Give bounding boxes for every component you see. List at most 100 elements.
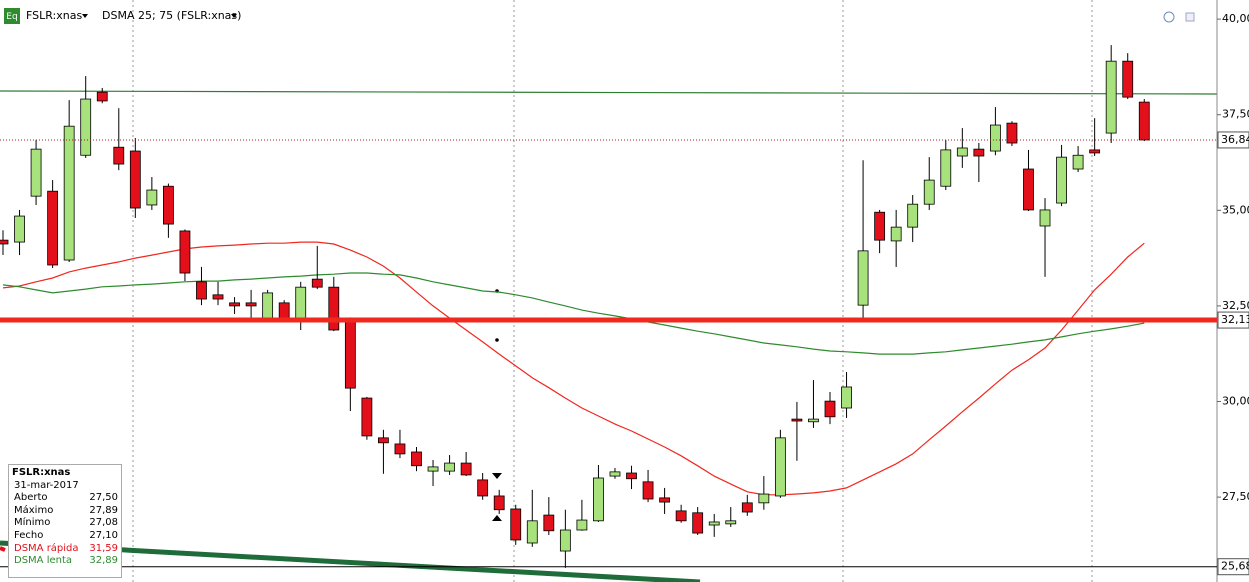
candle-body bbox=[774, 437, 786, 497]
candle-body bbox=[493, 495, 505, 511]
panel-date: 31-mar-2017 bbox=[14, 479, 79, 491]
candle-body bbox=[47, 190, 59, 266]
candle-body bbox=[1006, 122, 1018, 144]
candle-body bbox=[129, 150, 141, 209]
price-label-box bbox=[1217, 311, 1249, 329]
panel-row: DSMA lenta 32,89 bbox=[12, 555, 118, 568]
candle-body bbox=[229, 302, 240, 307]
candle-body bbox=[0, 239, 9, 245]
row-label: Fecho bbox=[14, 529, 44, 541]
candle-body bbox=[758, 493, 770, 504]
candle-body bbox=[1023, 168, 1034, 211]
row-value: 27,89 bbox=[89, 504, 118, 516]
panel-row: Fecho 27,10 bbox=[12, 530, 118, 543]
candle-body bbox=[543, 514, 555, 532]
row-label: DSMA rápida bbox=[14, 542, 79, 554]
candle-body bbox=[162, 185, 174, 225]
trend-line bbox=[0, 90, 1218, 95]
candle-body bbox=[96, 91, 108, 102]
row-value: 27,08 bbox=[89, 517, 118, 529]
candle-body bbox=[1039, 209, 1051, 227]
candle-body bbox=[857, 250, 869, 306]
candle-body bbox=[659, 497, 670, 503]
candle-body bbox=[460, 462, 472, 476]
candle-body bbox=[1105, 60, 1117, 134]
candle-body bbox=[14, 215, 25, 243]
marker bbox=[492, 473, 502, 479]
candle-body bbox=[692, 512, 704, 534]
row-value: 31,59 bbox=[89, 542, 118, 554]
y-tick-label: 35,00 bbox=[1222, 203, 1249, 216]
candle-body bbox=[1089, 149, 1101, 154]
candle-body bbox=[146, 189, 158, 206]
candle-body bbox=[526, 520, 538, 544]
candle-body bbox=[63, 125, 75, 261]
candle-body bbox=[196, 281, 207, 300]
candle-body bbox=[378, 437, 389, 444]
candle-body bbox=[923, 179, 935, 205]
price-label: 25,68 bbox=[1221, 560, 1249, 573]
candle-body bbox=[708, 521, 720, 526]
row-value: 32,89 bbox=[89, 555, 118, 567]
window-icon[interactable] bbox=[1185, 12, 1195, 22]
moving-average bbox=[2, 241, 1145, 496]
candle-body bbox=[791, 418, 803, 422]
symbol[interactable]: FSLR:xnas bbox=[26, 9, 82, 22]
panel-row: Aberto 27,50 bbox=[12, 492, 118, 505]
panel-row: Máximo 27,89 bbox=[12, 505, 118, 518]
clock-icon[interactable] bbox=[1163, 11, 1175, 23]
candle-body bbox=[510, 508, 522, 541]
candle-body bbox=[808, 418, 819, 423]
candle-body bbox=[626, 472, 637, 480]
panel-row: Mínimo 27,08 bbox=[12, 517, 118, 530]
candle-body bbox=[890, 226, 902, 242]
candle-body bbox=[940, 149, 952, 187]
info-panel: FSLR:xnas 31-mar-2017 Aberto 27,50 Máximo 2… bbox=[8, 464, 122, 578]
candle-body bbox=[609, 471, 621, 477]
dropdown-arrow[interactable] bbox=[231, 14, 237, 18]
panel-row: DSMA rápida 31,59 bbox=[12, 543, 118, 556]
panel-title: FSLR:xnas bbox=[12, 467, 71, 478]
candle-body bbox=[179, 230, 191, 274]
candle-body bbox=[245, 302, 257, 307]
marker bbox=[492, 515, 502, 521]
candle-body bbox=[278, 302, 290, 321]
price-label-box bbox=[1217, 131, 1249, 149]
candle-body bbox=[1138, 101, 1150, 141]
row-label: Mínimo bbox=[14, 517, 51, 529]
y-tick-label: 37,50 bbox=[1222, 108, 1249, 121]
y-tick-label: 27,50 bbox=[1222, 490, 1249, 503]
symbol-icon-text: Eq bbox=[6, 12, 17, 22]
price-label: 32,13 bbox=[1221, 313, 1249, 326]
row-value: 27,50 bbox=[89, 492, 118, 504]
candle-body bbox=[642, 481, 654, 500]
header: Eq FSLR:xnas DSMA 25; 75 (FSLR:xnas) bbox=[4, 8, 1195, 24]
candle-body bbox=[212, 294, 224, 300]
marker bbox=[495, 338, 499, 342]
y-tick-label: 32,50 bbox=[1222, 299, 1249, 312]
candle-body bbox=[956, 147, 968, 157]
candle-body bbox=[725, 520, 737, 525]
candle-body bbox=[328, 286, 340, 331]
dropdown-arrow[interactable] bbox=[82, 14, 88, 18]
candle-body bbox=[824, 400, 836, 418]
row-value: 27,10 bbox=[89, 529, 118, 541]
candle-body bbox=[113, 146, 125, 165]
candle-body bbox=[874, 211, 886, 241]
row-label: Máximo bbox=[14, 504, 54, 516]
candle-body bbox=[344, 318, 356, 389]
candle-body bbox=[477, 479, 489, 497]
candle-body bbox=[311, 278, 323, 288]
candle-body bbox=[841, 386, 852, 409]
candle-body bbox=[990, 124, 1001, 152]
row-label: Aberto bbox=[14, 492, 48, 504]
candle-body bbox=[444, 462, 455, 472]
price-label: 36,84 bbox=[1221, 133, 1249, 146]
row-label: DSMA lenta bbox=[14, 555, 73, 567]
price-label-box bbox=[1217, 558, 1249, 576]
indicator[interactable]: DSMA 25; 75 (FSLR:xnas) bbox=[102, 9, 241, 22]
candle-body bbox=[80, 98, 92, 156]
panel-rows: Aberto 27,50 Máximo 27,89 Mínimo 27,08 Fecho 27… bbox=[12, 492, 118, 542]
vertical-grid bbox=[132, 0, 1093, 582]
